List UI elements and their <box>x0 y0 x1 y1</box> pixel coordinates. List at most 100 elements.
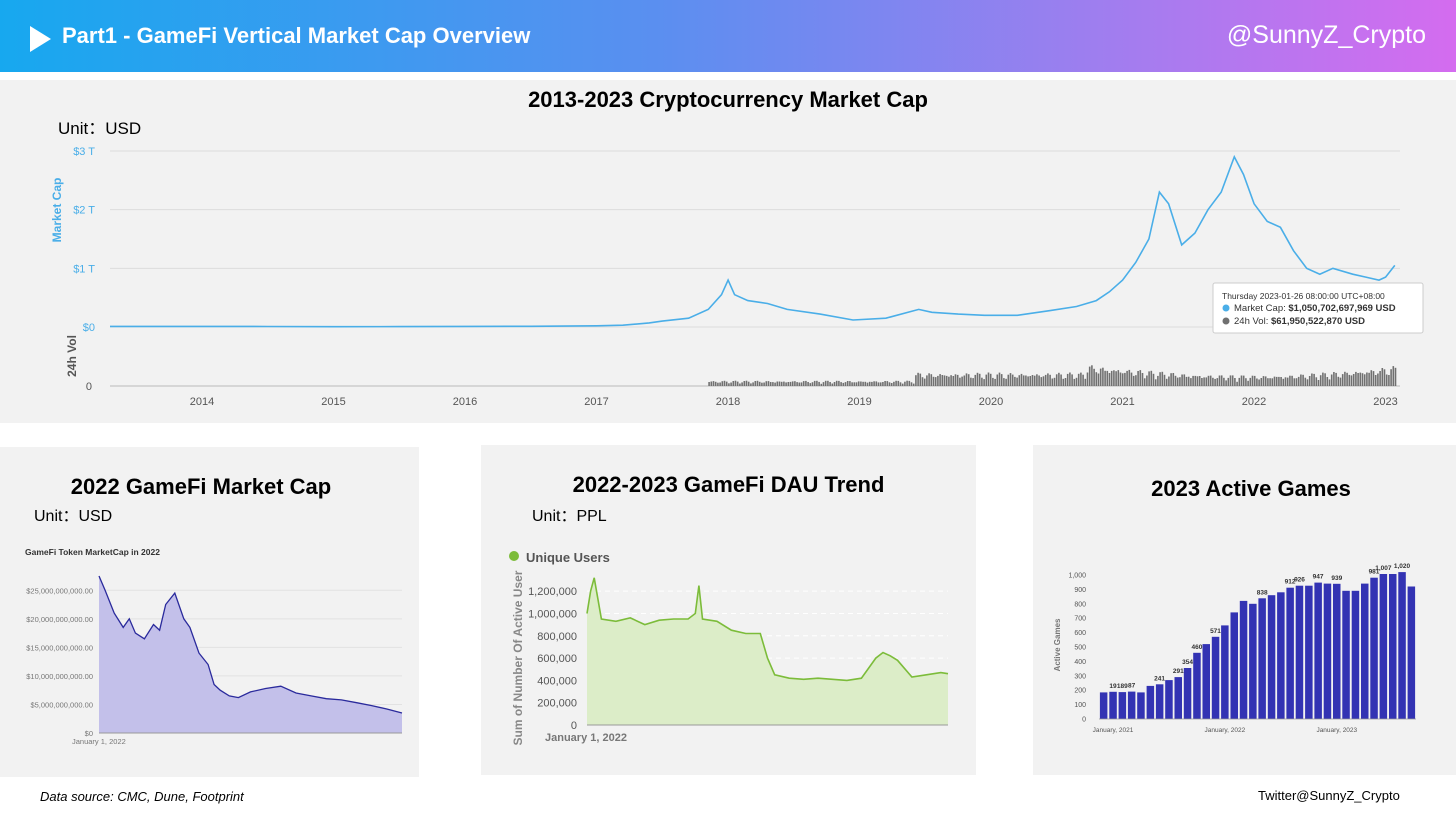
crypto-volume-bar <box>1368 372 1370 386</box>
crypto-volume-bar <box>1205 377 1208 386</box>
crypto-volume-bar <box>1269 378 1271 386</box>
crypto-volume-bar <box>789 381 792 386</box>
crypto-volume-bar <box>956 374 959 386</box>
crypto-volume-bar <box>783 381 785 386</box>
crypto-volume-bar <box>1011 374 1014 386</box>
crypto-volume-bar <box>1022 375 1025 386</box>
games-bar <box>1211 636 1220 719</box>
crypto-volume-bar <box>1093 368 1095 386</box>
crypto-volume-bar <box>798 382 801 386</box>
crypto-volume-bar <box>1128 369 1131 386</box>
crypto-volume-bar <box>928 373 930 386</box>
crypto-ytick: $3 T <box>73 146 95 158</box>
crypto-volume-bar <box>1348 374 1351 386</box>
crypto-volume-bar <box>1363 374 1366 386</box>
crypto-volume-bar <box>741 382 743 386</box>
crypto-volume-bar <box>1084 378 1087 386</box>
crypto-volume-bar <box>717 382 719 386</box>
crypto-volume-bar <box>1251 375 1254 386</box>
games-bar-label: 87 <box>1128 683 1136 690</box>
games-bar-label: 241 <box>1154 675 1165 682</box>
dau-ytick: 1,000,000 <box>528 608 577 620</box>
crypto-volume-bar <box>1280 377 1282 386</box>
crypto-xtick: 2016 <box>453 396 477 408</box>
crypto-volume-bar <box>1335 372 1337 386</box>
crypto-volume-bar <box>816 380 818 386</box>
gamefi-ytick: $10,000,000,000.00 <box>26 672 93 681</box>
crypto-tooltip: Thursday 2023-01-26 08:00:00 UTC+08:00 M… <box>1212 282 1424 334</box>
crypto-volume-bar <box>923 378 926 386</box>
data-source: Data source: CMC, Dune, Footprint <box>40 789 244 804</box>
crypto-volume-bar <box>1350 375 1353 386</box>
crypto-volume-bar <box>725 381 728 386</box>
gamefi-ytick: $25,000,000,000.00 <box>26 586 93 595</box>
crypto-volume-bar <box>1053 377 1056 386</box>
crypto-volume-bar <box>1381 368 1384 386</box>
author-handle: @SunnyZ_Crypto <box>1226 21 1426 49</box>
games-bar <box>1323 583 1332 719</box>
crypto-volume-bar <box>965 373 968 386</box>
crypto-volume-bar <box>1388 375 1390 386</box>
crypto-volume-bar <box>1038 375 1040 386</box>
crypto-ylabel2: 24h Vol <box>65 335 79 377</box>
crypto-volume-bar <box>930 374 933 386</box>
crypto-title: 2013-2023 Cryptocurrency Market Cap <box>528 87 928 112</box>
crypto-volume-bar <box>827 380 829 386</box>
crypto-volume-bar <box>860 381 862 386</box>
dau-ytick: 1,200,000 <box>528 586 577 598</box>
crypto-volume-bar <box>932 376 935 386</box>
crypto-xtick: 2015 <box>321 396 345 408</box>
crypto-volume-bar <box>1295 378 1298 386</box>
crypto-volume-bar <box>901 383 904 386</box>
crypto-ylabel: Market Cap <box>50 178 64 243</box>
crypto-volume-bar <box>1293 378 1296 386</box>
crypto-volume-bar <box>1302 374 1304 386</box>
crypto-volume-bar <box>1005 378 1007 386</box>
crypto-volume-bar <box>1322 372 1324 386</box>
crypto-volume-bar <box>1009 373 1012 386</box>
crypto-volume-bar <box>1337 376 1340 386</box>
crypto-volume-bar <box>1168 376 1170 386</box>
games-bar-label: 838 <box>1257 589 1268 596</box>
crypto-volume-bar <box>994 378 996 386</box>
crypto-volume-bar <box>1146 375 1148 386</box>
crypto-volume-bar <box>791 381 794 386</box>
crypto-volume-bar <box>1319 375 1322 386</box>
crypto-volume-bar <box>963 375 966 386</box>
crypto-volume-bar <box>959 377 961 386</box>
crypto-volume-bar <box>835 380 838 386</box>
crypto-volume-bar <box>780 381 783 386</box>
dau-legend-dot <box>509 551 519 561</box>
games-ytick: 300 <box>1074 673 1086 680</box>
crypto-volume-bar <box>1374 375 1377 386</box>
games-xtick: January, 2022 <box>1205 727 1246 734</box>
crypto-volume-bar <box>1183 374 1186 386</box>
dau-area-fill <box>587 577 948 725</box>
crypto-volume-bar <box>1359 372 1362 386</box>
crypto-volume-bar <box>1040 377 1043 386</box>
crypto-volume-bar <box>890 383 893 386</box>
games-bar <box>1305 585 1313 719</box>
crypto-volume-bar <box>1361 373 1364 386</box>
crypto-volume-bar <box>904 381 906 386</box>
crypto-volume-bar <box>1313 373 1315 386</box>
crypto-volume-bar <box>1247 380 1249 386</box>
crypto-volume-bar <box>787 382 790 386</box>
crypto-volume-bar <box>1212 377 1214 386</box>
games-ytick: 600 <box>1074 630 1086 637</box>
tooltip-cap-dot <box>1222 304 1230 312</box>
crypto-volume-bar <box>1113 370 1115 386</box>
play-icon <box>30 26 51 52</box>
dau-chart: Unique Users Sum of Number Of Active Use… <box>509 550 949 745</box>
svg-text:Market Cap: $1,050,702,697,969: Market Cap: $1,050,702,697,969 USD <box>1234 303 1396 314</box>
crypto-volume-bar <box>1385 374 1388 386</box>
crypto-volume-bar <box>864 381 867 386</box>
games-bar-label: 189 <box>1117 683 1128 690</box>
crypto-volume-bar <box>1106 370 1109 386</box>
crypto-volume-bar <box>1231 375 1234 386</box>
crypto-xtick: 2018 <box>716 396 740 408</box>
crypto-volume-bar <box>939 374 941 386</box>
crypto-volume-bar <box>888 382 891 386</box>
games-chart: Active Games 19 189 87 241 291 354 460 571 838 91… <box>1053 563 1416 734</box>
crypto-volume-bar <box>1377 373 1379 386</box>
